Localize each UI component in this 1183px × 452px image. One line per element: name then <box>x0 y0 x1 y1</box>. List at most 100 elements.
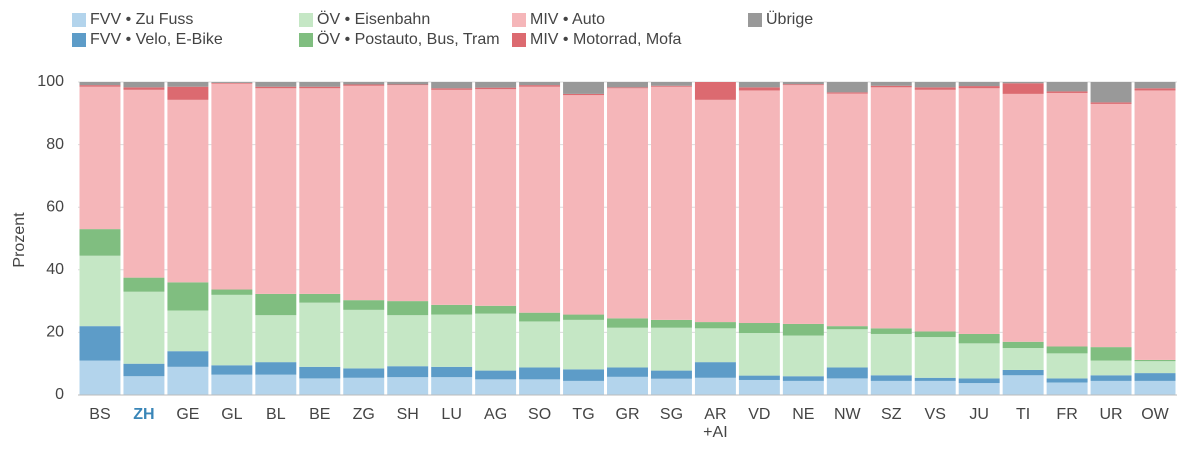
bar-segment <box>475 370 517 380</box>
bar-segment <box>607 88 648 319</box>
bar-segment <box>958 86 1000 89</box>
bar-segment <box>607 82 648 88</box>
x-tick-label: FR <box>1056 406 1078 423</box>
bar-segment <box>1002 93 1044 342</box>
bar-segment <box>870 82 912 86</box>
bar-segment <box>738 379 780 395</box>
bar-segment <box>782 85 824 324</box>
x-tick-label: SZ <box>881 406 902 423</box>
bar-segment <box>299 366 341 379</box>
bar-segment <box>694 322 736 329</box>
bar-segment <box>255 362 297 375</box>
bar-segment <box>694 362 736 378</box>
x-tick-label: SO <box>528 406 552 423</box>
bar-segment <box>870 328 912 334</box>
x-tick-label: NW <box>833 406 861 423</box>
x-tick-label: JU <box>969 406 989 423</box>
bar-segment <box>694 377 736 395</box>
bar-segment <box>167 82 209 87</box>
bar-segment <box>1090 347 1132 361</box>
bar-segment <box>694 99 736 323</box>
bar-segment <box>1002 369 1044 376</box>
x-tick-label: VS <box>924 406 946 423</box>
bar-segment <box>79 82 121 86</box>
y-tick-label: 40 <box>46 261 64 278</box>
legend-label: FVV • Velo, E-Bike <box>90 31 223 48</box>
bar-segment <box>1046 346 1088 354</box>
bar-segment <box>738 82 780 88</box>
bar-segment <box>1134 359 1176 362</box>
bar-segment <box>782 323 824 336</box>
bar-segment <box>475 89 517 306</box>
bar-segment <box>343 84 385 86</box>
bar-segment <box>826 378 868 395</box>
bar-segment <box>563 82 605 94</box>
x-tick-label: AG <box>484 406 508 423</box>
bar-segment <box>79 229 121 256</box>
bar-segment <box>914 331 956 338</box>
bar-segment <box>211 289 253 295</box>
bar-segment <box>475 379 517 395</box>
bar-segment <box>650 86 692 320</box>
bar-segment <box>782 84 824 86</box>
bar-segment <box>343 300 385 310</box>
bar-segment <box>650 370 692 379</box>
bar-segment <box>1090 103 1132 348</box>
bar-segment <box>211 83 253 290</box>
bar-segment <box>1134 82 1176 89</box>
bar-segment <box>343 377 385 395</box>
x-tick-label: LU <box>441 406 462 423</box>
x-tick-label: GE <box>176 406 200 423</box>
bar-segment <box>299 378 341 395</box>
legend-label: MIV • Auto <box>530 11 605 28</box>
bar-segment <box>387 315 429 367</box>
bar-segment <box>1046 82 1088 92</box>
bar-segment <box>79 85 121 87</box>
bar-segment <box>387 366 429 378</box>
bar-segment <box>958 82 1000 87</box>
legend-swatch <box>299 13 313 27</box>
bar-segment <box>1090 360 1132 376</box>
bar-segment <box>211 294 253 366</box>
bar-segment <box>563 380 605 395</box>
bar-segment <box>1134 90 1176 360</box>
bar-segment <box>738 375 780 380</box>
bar-segment <box>914 87 956 90</box>
bar-segment <box>167 86 209 100</box>
bar-segment <box>123 89 165 278</box>
legend-label: ÖV • Eisenbahn <box>317 10 430 28</box>
bar-segment <box>79 255 121 327</box>
bar-segment <box>255 86 297 89</box>
bar-segment <box>694 82 736 100</box>
bar-segment <box>607 367 648 377</box>
bar-segment <box>607 376 648 395</box>
bar-segment <box>167 351 209 367</box>
y-tick-label: 80 <box>46 136 64 153</box>
x-tick-label: NE <box>792 406 815 423</box>
x-tick-label: TG <box>572 406 595 423</box>
bar-segment <box>782 376 824 381</box>
bar-segment <box>607 318 648 328</box>
bar-segment <box>563 95 605 315</box>
bar-segment <box>650 327 692 371</box>
bar-segment <box>475 82 517 88</box>
bar-segment <box>475 313 517 371</box>
bar-segment <box>1046 378 1088 383</box>
x-tick-label: GR <box>615 406 640 423</box>
x-tick-label: GL <box>221 406 243 423</box>
bar-segment <box>255 293 297 316</box>
bar-segment <box>958 88 1000 334</box>
bar-segment <box>519 85 561 87</box>
bar-segment <box>650 378 692 395</box>
legend-label: Übrige <box>766 10 813 28</box>
bar-segment <box>914 82 956 88</box>
x-tick-label: BE <box>309 406 331 423</box>
bar-segment <box>387 84 429 86</box>
bar-segment <box>431 377 473 395</box>
bar-segment <box>343 309 385 369</box>
bar-segment <box>431 82 473 89</box>
bar-segment <box>914 89 956 332</box>
legend-swatch <box>512 33 526 47</box>
bar-segment <box>826 93 868 327</box>
bar-segment <box>782 335 824 377</box>
